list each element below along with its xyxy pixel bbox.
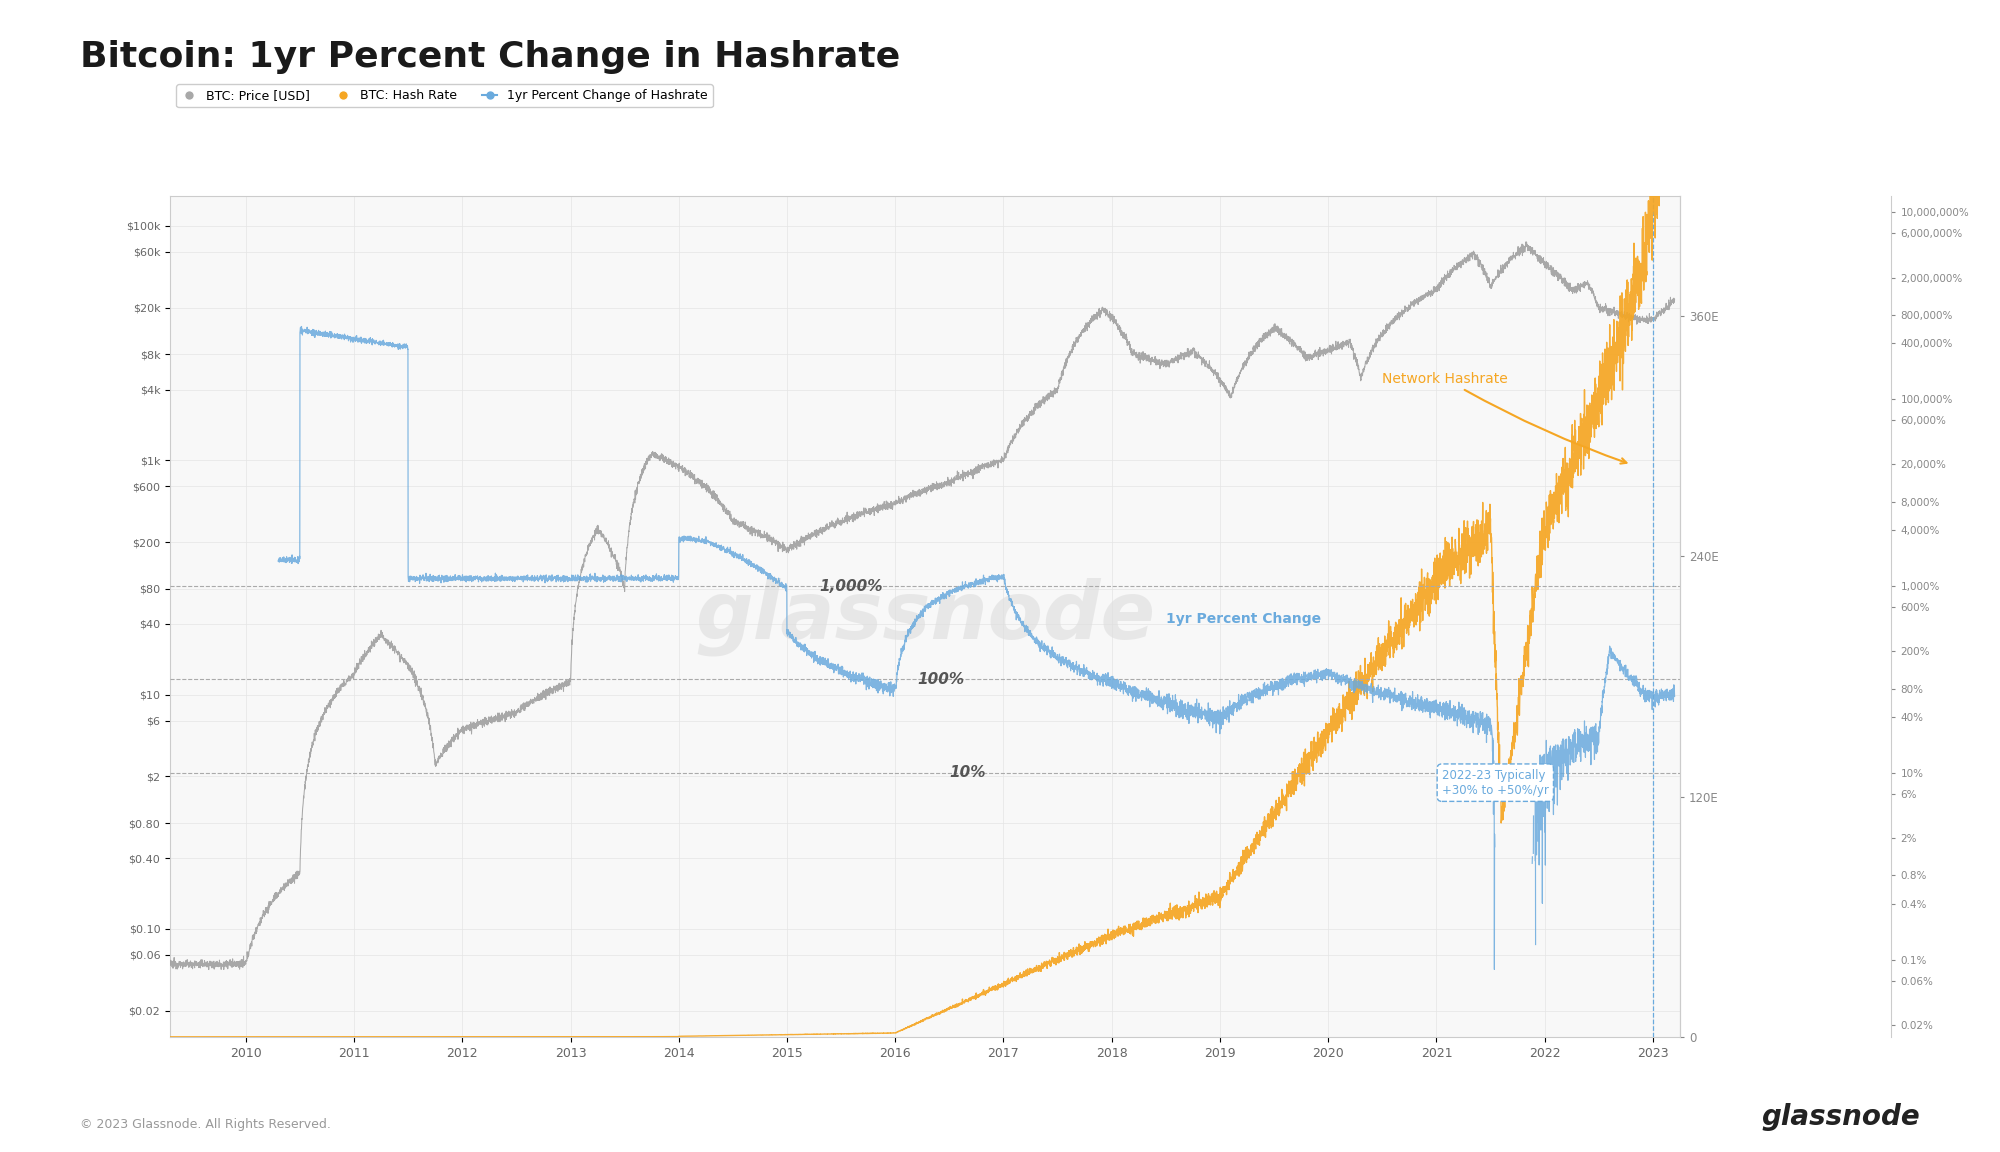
- Text: glassnode: glassnode: [694, 577, 1156, 655]
- Text: 100%: 100%: [916, 672, 964, 687]
- Text: Network Hashrate: Network Hashrate: [1382, 372, 1626, 463]
- Text: 10%: 10%: [950, 765, 986, 780]
- Legend: BTC: Price [USD], BTC: Hash Rate, 1yr Percent Change of Hashrate: BTC: Price [USD], BTC: Hash Rate, 1yr Pe…: [176, 84, 712, 107]
- Text: 1,000%: 1,000%: [820, 578, 882, 593]
- Text: Bitcoin: 1yr Percent Change in Hashrate: Bitcoin: 1yr Percent Change in Hashrate: [80, 40, 900, 75]
- Text: 2022-23 Typically
+30% to +50%/yr: 2022-23 Typically +30% to +50%/yr: [1442, 768, 1548, 797]
- Text: © 2023 Glassnode. All Rights Reserved.: © 2023 Glassnode. All Rights Reserved.: [80, 1119, 330, 1131]
- Text: glassnode: glassnode: [1762, 1104, 1920, 1131]
- Text: 1yr Percent Change: 1yr Percent Change: [1166, 612, 1320, 627]
